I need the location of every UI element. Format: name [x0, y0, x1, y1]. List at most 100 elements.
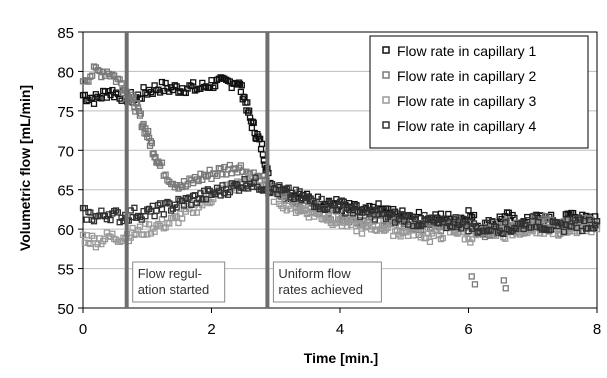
data-point — [483, 228, 491, 235]
data-point — [323, 206, 331, 213]
annotation-box — [272, 261, 382, 303]
data-point — [202, 196, 210, 203]
x-axis-label: Time [min.] — [304, 350, 378, 366]
data-point — [169, 180, 177, 188]
x-tick-label: 0 — [79, 321, 87, 338]
data-point — [201, 171, 208, 178]
data-point — [175, 185, 182, 192]
legend-marker — [382, 121, 390, 129]
data-point — [577, 216, 584, 223]
y-axis-label: Volumetric flow [mL/min] — [17, 85, 33, 251]
data-point — [524, 217, 531, 224]
data-point — [162, 171, 169, 178]
x-tick-label: 4 — [336, 321, 344, 338]
annotation-text: rates achieved — [278, 282, 363, 297]
data-point — [533, 230, 540, 237]
data-point — [189, 79, 197, 86]
data-point — [412, 215, 419, 223]
data-point — [199, 196, 206, 203]
data-point — [160, 225, 167, 232]
data-point — [531, 212, 538, 220]
data-point — [94, 93, 101, 100]
data-point — [296, 188, 303, 195]
data-point — [252, 174, 259, 181]
data-point — [131, 204, 138, 211]
data-point — [210, 84, 217, 92]
data-point — [134, 226, 142, 234]
data-point — [369, 223, 377, 230]
data-point — [375, 200, 382, 207]
data-point — [144, 231, 151, 238]
data-point — [150, 150, 157, 157]
data-point — [193, 199, 200, 206]
data-point — [452, 229, 459, 236]
legend-marker — [382, 46, 390, 54]
data-point — [81, 205, 88, 212]
data-point — [454, 223, 461, 230]
legend-label: Flow rate in capillary 3 — [397, 93, 536, 109]
data-point — [258, 140, 266, 148]
data-point — [130, 93, 137, 101]
data-point — [189, 209, 197, 216]
data-point — [338, 197, 345, 204]
data-point — [131, 231, 138, 239]
data-point — [351, 217, 358, 224]
data-point — [90, 100, 98, 107]
data-point — [105, 211, 112, 218]
data-point — [87, 73, 94, 80]
data-point — [237, 162, 245, 169]
data-point — [415, 221, 423, 228]
data-point — [188, 82, 195, 90]
data-point — [228, 84, 235, 92]
data-point — [149, 90, 156, 97]
data-point — [87, 209, 94, 216]
data-point — [219, 171, 226, 178]
data-point — [586, 216, 593, 224]
data-point — [89, 216, 96, 223]
data-point — [592, 222, 599, 229]
data-point — [305, 193, 312, 200]
data-point — [256, 173, 263, 180]
data-point — [481, 219, 489, 226]
data-point — [169, 205, 177, 212]
data-point — [366, 219, 373, 226]
data-point — [87, 240, 94, 248]
y-tick-label: 60 — [57, 222, 74, 239]
data-point — [186, 205, 193, 213]
data-point — [158, 78, 166, 86]
data-point — [96, 67, 103, 75]
event-annotations: Flow regul-ation started Uniform flowrate… — [132, 261, 382, 303]
legend: Flow rate in capillary 1 Flow rate in cap… — [369, 35, 589, 149]
data-point — [344, 223, 351, 230]
y-tick-label: 50 — [57, 301, 74, 318]
annotation-text: Uniform flow — [278, 266, 351, 281]
data-point — [325, 198, 333, 206]
data-point — [547, 226, 555, 233]
data-point — [134, 104, 142, 111]
data-point — [153, 222, 160, 229]
data-point — [169, 214, 177, 222]
data-point — [500, 230, 507, 238]
data-point — [249, 118, 256, 125]
data-point — [164, 198, 171, 206]
data-point — [145, 127, 152, 135]
legend-marker — [382, 96, 390, 104]
data-point — [162, 200, 169, 207]
data-point — [300, 206, 307, 213]
data-point — [195, 177, 202, 185]
data-point — [390, 208, 397, 216]
data-point — [454, 215, 461, 222]
data-point — [238, 82, 245, 89]
legend-label: Flow rate in capillary 2 — [397, 68, 536, 84]
data-point — [335, 206, 342, 213]
data-point — [423, 234, 430, 241]
data-point — [81, 91, 88, 99]
data-point — [223, 76, 230, 83]
data-point — [241, 176, 248, 183]
data-point — [144, 133, 151, 141]
data-point — [564, 229, 571, 236]
data-point — [90, 63, 98, 70]
data-point — [285, 184, 292, 191]
data-point — [500, 277, 507, 284]
